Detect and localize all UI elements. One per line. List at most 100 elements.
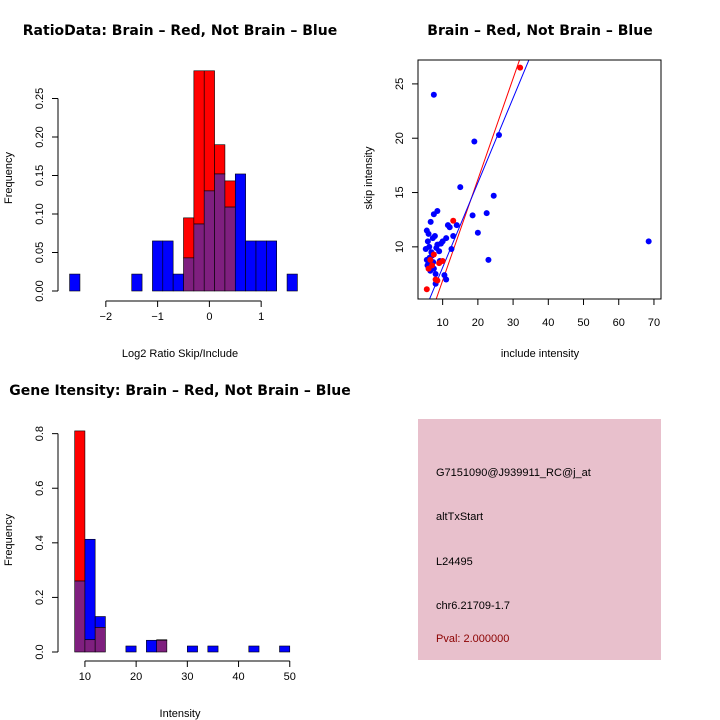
- info-location: chr6.21709-1.7: [436, 600, 510, 612]
- ratio-hist-notbrain-bar: [69, 273, 81, 292]
- intensity-hist-overlap-bar: [84, 639, 96, 653]
- info-probe-id: G7151090@J939911_RC@j_at: [436, 467, 591, 479]
- ratio-hist-notbrain-bar: [162, 240, 174, 292]
- ratio-hist-brain-bar: [183, 217, 195, 259]
- intensity-hist-y-tick-label: 0.6: [34, 481, 46, 496]
- notbrain-point: [457, 184, 464, 191]
- ratio-hist-overlap-bar: [183, 257, 195, 292]
- ratio-hist-notbrain-bar: [255, 240, 267, 292]
- notbrain-point: [443, 276, 450, 283]
- ratio-hist-overlap-bar: [203, 190, 215, 292]
- info-accession: L24495: [436, 556, 473, 568]
- ratio-hist-y-tick-label: 0.10: [34, 203, 46, 224]
- intensity-hist-notbrain-bar: [84, 538, 96, 641]
- notbrain-point: [474, 229, 481, 236]
- ratio-hist-brain-bar: [224, 180, 236, 208]
- scatter-xlabel: include intensity: [501, 348, 580, 360]
- ratio-hist-notbrain-bar: [286, 273, 298, 292]
- notbrain-point: [433, 244, 440, 251]
- intensity-hist-overlap-bar: [94, 627, 106, 653]
- notbrain-point: [432, 271, 439, 278]
- ratio-hist-brain-bar: [193, 70, 205, 225]
- ratio-hist-x-tick-label: −2: [100, 311, 113, 323]
- scatter-x-tick-label: 70: [648, 317, 660, 329]
- ratio-hist-brain-bar: [214, 144, 226, 175]
- scatter-x-tick-label: 30: [507, 317, 519, 329]
- intensity-hist-y-tick-label: 0.4: [34, 535, 46, 550]
- info-panel-background: [418, 419, 661, 660]
- scatter-title: Brain – Red, Not Brain – Blue: [427, 23, 652, 39]
- notbrain-point: [427, 218, 434, 225]
- notbrain-point: [431, 232, 438, 239]
- ratio-hist-notbrain-bar: [152, 240, 164, 292]
- intensity-hist-x-tick-label: 40: [232, 671, 244, 683]
- ratio-hist-overlap-bar: [224, 206, 236, 292]
- scatter-x-tick-label: 40: [542, 317, 554, 329]
- ratio-histogram-panel: RatioData: Brain – Red, Not Brain – Blue…: [3, 23, 337, 360]
- intensity-hist-notbrain-bar: [279, 645, 291, 653]
- scatter-y-tick-label: 25: [394, 78, 406, 90]
- intensity-hist-notbrain-bar: [248, 645, 260, 653]
- ratio-hist-y-tick-label: 0.25: [34, 88, 46, 109]
- ratio-hist-y-tick-label: 0.00: [34, 280, 46, 301]
- notbrain-point: [448, 246, 455, 253]
- scatter-x-tick-label: 20: [472, 317, 484, 329]
- ratio-hist-axes: −2 −1 0 1 0.00 0.05 0.10 0.15 0.20 0.25: [34, 88, 264, 323]
- notbrain-point: [496, 131, 502, 138]
- notbrain-point: [434, 208, 441, 215]
- ratio-hist-y-tick-label: 0.05: [34, 242, 46, 263]
- intensity-hist-x-tick-label: 20: [130, 671, 142, 683]
- intensity-hist-ylabel: Frequency: [3, 514, 15, 566]
- intensity-hist-notbrain-bar: [187, 645, 198, 653]
- notbrain-point: [425, 230, 432, 237]
- notbrain-point: [430, 91, 437, 98]
- scatter-clipped-layer: [422, 60, 652, 299]
- intensity-hist-brain-bar: [74, 430, 86, 582]
- intensity-hist-notbrain-bar: [207, 645, 219, 653]
- ratio-hist-x-tick-label: 0: [206, 311, 212, 323]
- brain-point: [439, 257, 446, 264]
- info-pval: Pval: 2.000000: [436, 633, 509, 645]
- scatter-plot-area: [422, 60, 652, 299]
- ratio-hist-bars: [69, 70, 298, 292]
- scatter-x-tick-label: 10: [437, 317, 449, 329]
- ratio-hist-ylabel: Frequency: [3, 152, 15, 204]
- intensity-hist-notbrain-bar: [125, 645, 137, 653]
- intensity-hist-overlap-bar: [74, 580, 86, 653]
- notbrain-point: [485, 256, 492, 263]
- ratio-hist-x-tick-label: −1: [151, 311, 164, 323]
- intensity-hist-x-tick-label: 50: [284, 671, 296, 683]
- ratio-hist-notbrain-bar: [131, 273, 143, 292]
- ratio-hist-notbrain-bar: [245, 240, 257, 292]
- notbrain-point: [471, 138, 478, 145]
- intensity-hist-title: Gene Itensity: Brain – Red, Not Brain – …: [9, 383, 351, 399]
- scatter-x-tick-label: 60: [613, 317, 625, 329]
- notbrain-point: [443, 235, 450, 242]
- ratio-hist-x-tick-label: 1: [258, 311, 264, 323]
- intensity-hist-y-tick-label: 0.8: [34, 426, 46, 441]
- brain-point: [427, 256, 434, 263]
- intensity-hist-overlap-bar: [156, 639, 168, 653]
- info-panel: G7151090@J939911_RC@j_at altTxStart L244…: [418, 419, 661, 660]
- notbrain-point: [422, 246, 429, 253]
- intensity-hist-notbrain-bar: [94, 616, 106, 628]
- brain-fit-line: [435, 60, 521, 299]
- intensity-hist-xlabel: Intensity: [160, 708, 201, 720]
- notbrain-point: [453, 222, 460, 229]
- notbrain-point: [469, 212, 476, 219]
- intensity-hist-x-tick-label: 10: [79, 671, 91, 683]
- ratio-hist-brain-bar: [203, 70, 215, 192]
- brain-point: [430, 251, 437, 258]
- scatter-y-tick-label: 10: [394, 241, 406, 253]
- scatter-panel: Brain – Red, Not Brain – Blue include in…: [363, 23, 662, 360]
- intensity-histogram-panel: Gene Itensity: Brain – Red, Not Brain – …: [3, 383, 351, 720]
- ratio-hist-y-tick-label: 0.15: [34, 165, 46, 186]
- scatter-x-tick-label: 50: [577, 317, 589, 329]
- scatter-y-tick-label: 20: [394, 132, 406, 144]
- notbrain-point: [490, 192, 497, 199]
- ratio-hist-y-tick-label: 0.20: [34, 126, 46, 147]
- intensity-hist-y-tick-label: 0.0: [34, 644, 46, 659]
- ratio-hist-xlabel: Log2 Ratio Skip/Include: [122, 348, 238, 360]
- ratio-hist-notbrain-bar: [266, 240, 278, 292]
